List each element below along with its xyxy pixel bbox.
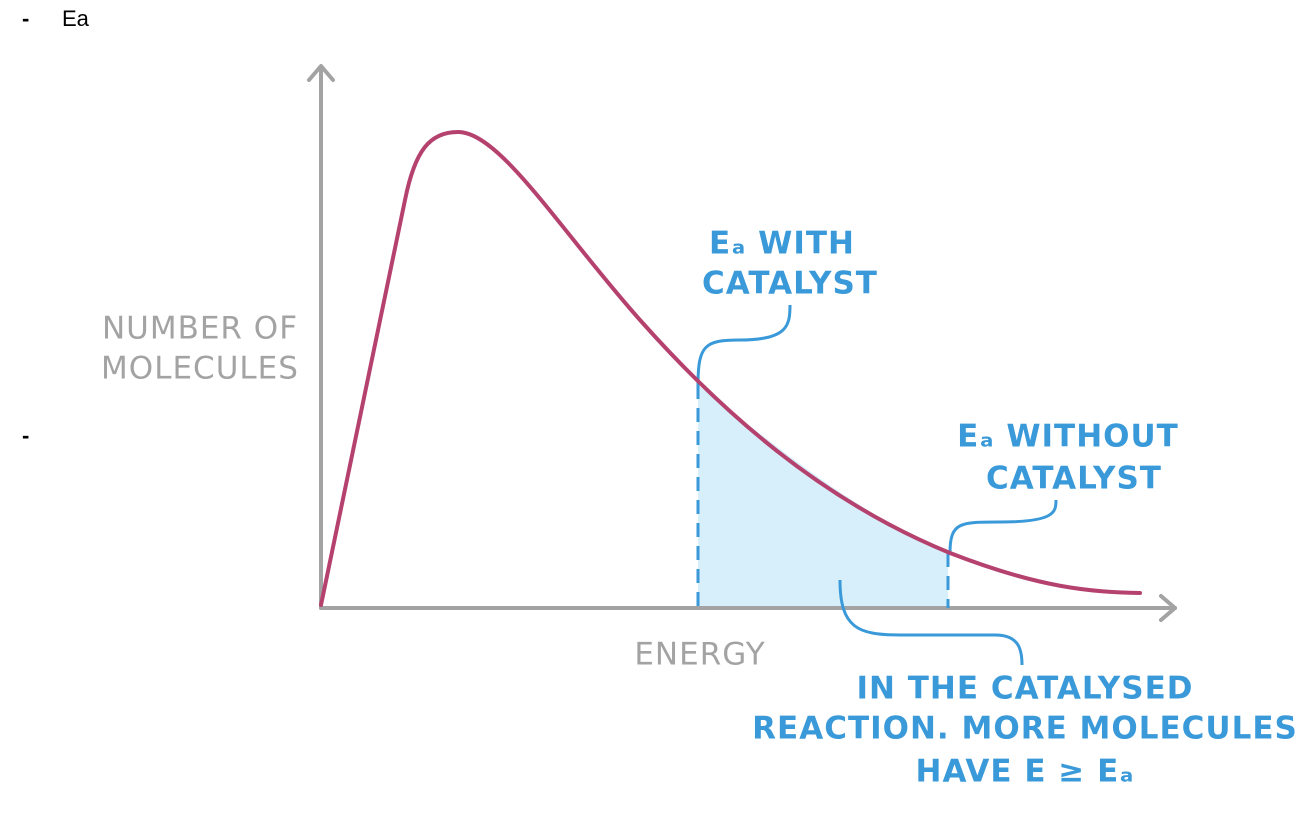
annotation: IN THE CATALYSED (856, 671, 1193, 707)
y-axis-label: MOLECULES (101, 351, 299, 387)
y-arrow (307, 64, 335, 82)
shaded-area (698, 385, 948, 608)
annotation: HAVE E ≥ Eₐ (916, 754, 1135, 790)
annotation: Eₐ WITHOUT (957, 419, 1179, 455)
annotation: CATALYST (702, 266, 878, 302)
annotation: REACTION. MORE MOLECULES (752, 711, 1298, 747)
x-arrow (1159, 594, 1177, 622)
connector (948, 499, 1058, 554)
distribution-curve (319, 129, 1142, 607)
bullet-text: Ea (62, 6, 89, 31)
connector (696, 304, 792, 386)
connector (838, 579, 1024, 666)
annotation: Eₐ WITH (709, 226, 855, 262)
annotation: CATALYST (986, 461, 1162, 497)
bullet-marker: - (22, 6, 30, 31)
x-axis-label: ENERGY (634, 637, 765, 673)
y-axis-label: NUMBER OF (102, 311, 298, 347)
bullet-marker: - (22, 423, 30, 448)
